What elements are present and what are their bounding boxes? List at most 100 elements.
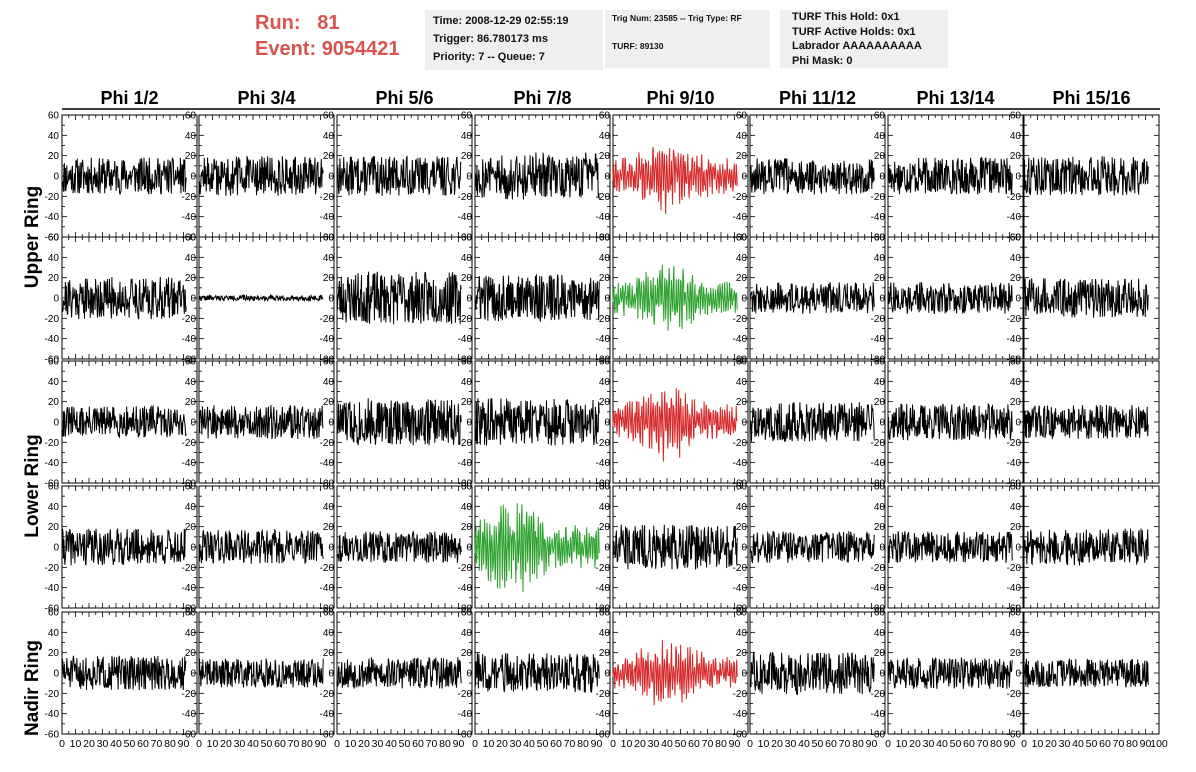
y-tick-label: -20 <box>596 192 611 203</box>
y-tick-label: 40 <box>1010 628 1022 639</box>
x-tick-label: 90 <box>1004 738 1016 750</box>
y-tick-label: 60 <box>48 111 60 122</box>
y-tick-label: -40 <box>871 583 886 594</box>
x-tick-label: 80 <box>990 738 1002 750</box>
x-tick-label: 70 <box>702 738 714 750</box>
x-tick-label: 90 <box>1140 738 1152 750</box>
y-tick-label: -60 <box>596 730 611 741</box>
y-tick-label: -40 <box>458 583 473 594</box>
y-tick-label: -60 <box>182 355 197 366</box>
y-tick-label: 60 <box>599 111 611 122</box>
y-tick-label: 40 <box>874 131 886 142</box>
y-tick-label: -40 <box>733 334 748 345</box>
y-tick-label: 40 <box>461 253 473 264</box>
y-tick-label: -40 <box>596 583 611 594</box>
y-tick-label: 20 <box>461 648 473 659</box>
waveform-trace <box>474 152 600 200</box>
y-tick-label: 20 <box>48 397 60 408</box>
x-tick-label: 60 <box>963 738 975 750</box>
row-label: Upper Ring <box>22 186 43 288</box>
y-tick-label: -60 <box>45 233 60 244</box>
y-tick-label: -60 <box>182 730 197 741</box>
y-tick-label: -40 <box>1007 212 1022 223</box>
y-tick-label: 40 <box>599 502 611 513</box>
y-tick-label: 60 <box>323 482 335 493</box>
y-tick-label: 40 <box>323 253 335 264</box>
time-info-box: Time: 2008-12-29 02:55:19 Trigger: 86.78… <box>425 10 603 70</box>
y-tick-label: -60 <box>733 479 748 490</box>
y-tick-label: 0 <box>604 543 610 554</box>
y-tick-label: -60 <box>1007 233 1022 244</box>
priority-text: Priority: 7 -- Queue: 7 <box>433 51 545 63</box>
y-tick-label: 40 <box>736 628 748 639</box>
y-tick-label: -60 <box>458 604 473 615</box>
y-tick-label: 60 <box>599 233 611 244</box>
x-tick-label: 20 <box>220 738 232 750</box>
y-tick-label: 60 <box>874 233 886 244</box>
x-tick-label: 30 <box>923 738 935 750</box>
waveform-trace <box>612 264 738 331</box>
x-tick-label: 30 <box>510 738 522 750</box>
y-tick-label: -20 <box>45 438 60 449</box>
y-tick-label: -60 <box>1007 479 1022 490</box>
y-tick-label: 0 <box>879 418 885 429</box>
y-tick-label: 40 <box>599 628 611 639</box>
y-tick-label: -60 <box>458 479 473 490</box>
waveform-trace <box>887 657 1013 689</box>
event-value: 9054421 <box>321 38 400 60</box>
waveform-trace <box>336 271 462 325</box>
waveform-trace <box>198 155 324 196</box>
y-tick-label: 40 <box>185 502 197 513</box>
waveform-trace <box>474 653 600 693</box>
y-tick-label: -40 <box>871 334 886 345</box>
y-tick-label: 60 <box>874 608 886 619</box>
y-tick-label: 60 <box>874 357 886 368</box>
y-tick-label: -20 <box>733 192 748 203</box>
y-tick-label: 60 <box>48 233 60 244</box>
y-tick-label: -40 <box>596 709 611 720</box>
y-tick-label: -20 <box>733 689 748 700</box>
x-tick-label: 50 <box>537 738 549 750</box>
y-tick-label: -20 <box>1007 563 1022 574</box>
waveform-trace <box>1023 404 1149 440</box>
y-tick-label: -40 <box>182 458 197 469</box>
y-tick-label: 40 <box>48 131 60 142</box>
y-tick-label: 60 <box>185 233 197 244</box>
waveform-trace <box>1023 278 1149 318</box>
y-tick-label: 40 <box>736 377 748 388</box>
y-tick-label: 20 <box>599 397 611 408</box>
y-tick-label: 0 <box>466 418 472 429</box>
waveform-trace <box>336 657 462 689</box>
waveform-trace <box>198 528 324 564</box>
y-tick-label: 60 <box>323 357 335 368</box>
y-tick-label: -20 <box>320 563 335 574</box>
x-tick-label: 70 <box>977 738 989 750</box>
y-tick-label: 40 <box>599 377 611 388</box>
trig-info-box: Trig Num: 23585 -- Trig Type: RF TURF: 8… <box>605 10 770 68</box>
waveform-trace <box>474 503 600 593</box>
x-tick-label: 50 <box>399 738 411 750</box>
y-tick-label: 60 <box>461 233 473 244</box>
y-tick-label: 0 <box>741 172 747 183</box>
y-tick-label: 0 <box>53 418 59 429</box>
y-tick-label: 40 <box>185 377 197 388</box>
y-tick-label: 60 <box>323 233 335 244</box>
y-tick-label: -40 <box>871 212 886 223</box>
y-tick-label: 20 <box>185 151 197 162</box>
run-line: Run: 81 <box>255 10 400 36</box>
y-tick-label: 20 <box>461 273 473 284</box>
x-tick-label: 50 <box>812 738 824 750</box>
y-tick-label: 20 <box>323 522 335 533</box>
y-tick-label: 60 <box>599 608 611 619</box>
y-tick-label: 40 <box>48 377 60 388</box>
y-tick-label: 60 <box>874 482 886 493</box>
y-tick-label: 20 <box>185 648 197 659</box>
x-tick-label: 10 <box>896 738 908 750</box>
y-tick-label: -40 <box>45 212 60 223</box>
y-tick-label: -20 <box>182 192 197 203</box>
y-tick-label: -60 <box>45 604 60 615</box>
y-tick-label: 20 <box>599 648 611 659</box>
y-tick-label: -40 <box>45 334 60 345</box>
y-tick-label: 60 <box>1010 482 1022 493</box>
